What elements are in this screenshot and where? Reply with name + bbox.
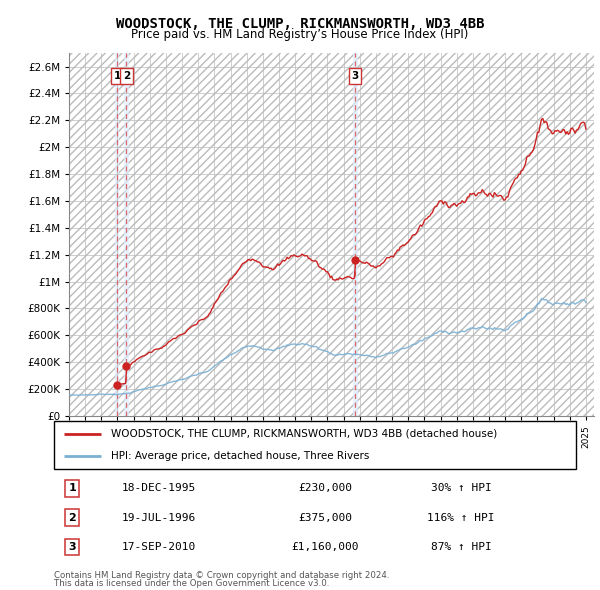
Text: £1,160,000: £1,160,000: [292, 542, 359, 552]
Text: Price paid vs. HM Land Registry’s House Price Index (HPI): Price paid vs. HM Land Registry’s House …: [131, 28, 469, 41]
Text: WOODSTOCK, THE CLUMP, RICKMANSWORTH, WD3 4BB (detached house): WOODSTOCK, THE CLUMP, RICKMANSWORTH, WD3…: [112, 429, 497, 439]
Text: 17-SEP-2010: 17-SEP-2010: [121, 542, 196, 552]
Text: 2: 2: [123, 71, 130, 81]
Text: HPI: Average price, detached house, Three Rivers: HPI: Average price, detached house, Thre…: [112, 451, 370, 461]
Text: 116% ↑ HPI: 116% ↑ HPI: [427, 513, 495, 523]
Bar: [353, 53, 358, 416]
Text: 1: 1: [68, 483, 76, 493]
Text: 87% ↑ HPI: 87% ↑ HPI: [431, 542, 491, 552]
Bar: [115, 53, 119, 416]
Text: £375,000: £375,000: [298, 513, 352, 523]
Bar: [124, 53, 129, 416]
Text: £230,000: £230,000: [298, 483, 352, 493]
Text: 3: 3: [352, 71, 359, 81]
Text: Contains HM Land Registry data © Crown copyright and database right 2024.: Contains HM Land Registry data © Crown c…: [54, 571, 389, 579]
Text: 30% ↑ HPI: 30% ↑ HPI: [431, 483, 491, 493]
Text: 19-JUL-1996: 19-JUL-1996: [121, 513, 196, 523]
Text: WOODSTOCK, THE CLUMP, RICKMANSWORTH, WD3 4BB: WOODSTOCK, THE CLUMP, RICKMANSWORTH, WD3…: [116, 17, 484, 31]
Text: 3: 3: [68, 542, 76, 552]
Text: 2: 2: [68, 513, 76, 523]
Text: 18-DEC-1995: 18-DEC-1995: [121, 483, 196, 493]
Text: This data is licensed under the Open Government Licence v3.0.: This data is licensed under the Open Gov…: [54, 579, 329, 588]
Text: 1: 1: [113, 71, 121, 81]
